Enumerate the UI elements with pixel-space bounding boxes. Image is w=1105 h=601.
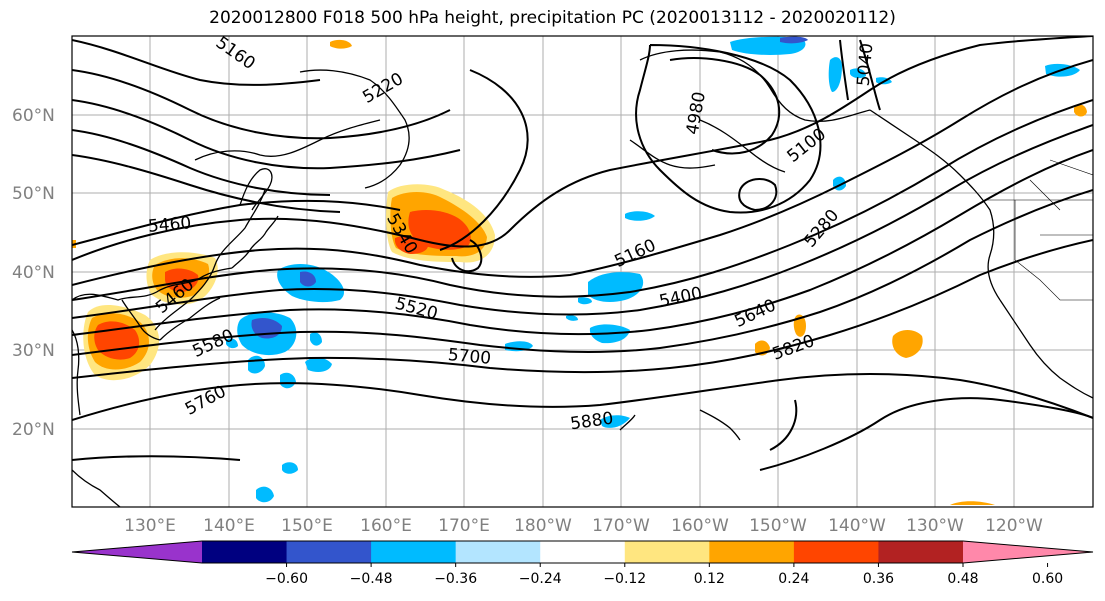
colorbar-tick-label: −0.12 — [603, 571, 646, 587]
colorbar-tick-label: −0.60 — [265, 571, 308, 587]
lon-label: 120°W — [985, 516, 1043, 536]
colorbar-segment — [540, 541, 626, 563]
lon-label: 150°E — [281, 516, 333, 536]
colorbar-segment — [624, 541, 710, 563]
lon-label: 180°W — [514, 516, 572, 536]
lon-label: 160°W — [671, 516, 729, 536]
colorbar-tick-label: 0.24 — [778, 571, 809, 587]
colorbar-segment — [371, 541, 457, 563]
height-contours — [72, 36, 1093, 471]
lon-label: 160°E — [360, 516, 412, 536]
lon-label: 130°W — [906, 516, 964, 536]
contour-label: 5700 — [447, 345, 492, 369]
map-frame — [71, 35, 1094, 508]
colorbar-tick-label: −0.48 — [350, 571, 393, 587]
lon-label: 170°E — [438, 516, 490, 536]
latitude-labels: 60°N 50°N 40°N 30°N 20°N — [12, 106, 55, 440]
lon-label: 130°E — [124, 516, 176, 536]
lat-label: 60°N — [12, 106, 55, 126]
lat-label: 40°N — [12, 263, 55, 283]
lat-label: 30°N — [12, 341, 55, 361]
precip-positive — [72, 39, 1087, 505]
colorbar-tick-label: −0.36 — [434, 571, 477, 587]
colorbar-tick-label: 0.48 — [947, 571, 978, 587]
colorbar-tick-label: 0.12 — [694, 571, 725, 587]
colorbar-tick-label: 0.60 — [1032, 571, 1063, 587]
colorbar-extend-high — [963, 541, 1093, 563]
colorbar: −0.60 −0.48 −0.36 −0.24 −0.12 0.12 0.24 0.36 0.4… — [71, 540, 1094, 587]
colorbar-outline — [71, 540, 1094, 564]
colorbar-segment — [286, 541, 372, 563]
colorbar-tick-label: −0.24 — [519, 571, 562, 587]
lon-label: 140°W — [828, 516, 886, 536]
colorbar-segment — [455, 541, 541, 563]
lat-label: 20°N — [12, 420, 55, 440]
coastlines — [72, 49, 1093, 507]
contour-label: 5460 — [147, 213, 192, 237]
lon-label: 140°E — [203, 516, 255, 536]
borders — [985, 159, 1093, 301]
lat-label: 50°N — [12, 184, 55, 204]
colorbar-segment — [202, 541, 288, 563]
lon-label: 150°W — [749, 516, 807, 536]
lon-label: 170°W — [592, 516, 650, 536]
map-title: 2020012800 F018 500 hPa height, precipit… — [209, 8, 896, 28]
colorbar-segment — [709, 541, 795, 563]
colorbar-segment — [793, 541, 879, 563]
contour-label: 5040 — [854, 42, 878, 87]
longitude-labels: 130°E 140°E 150°E 160°E 170°E 180°W 170°… — [124, 516, 1043, 536]
colorbar-tick-label: 0.36 — [863, 571, 894, 587]
colorbar-extend-low — [72, 541, 202, 563]
colorbar-segment — [878, 541, 964, 563]
